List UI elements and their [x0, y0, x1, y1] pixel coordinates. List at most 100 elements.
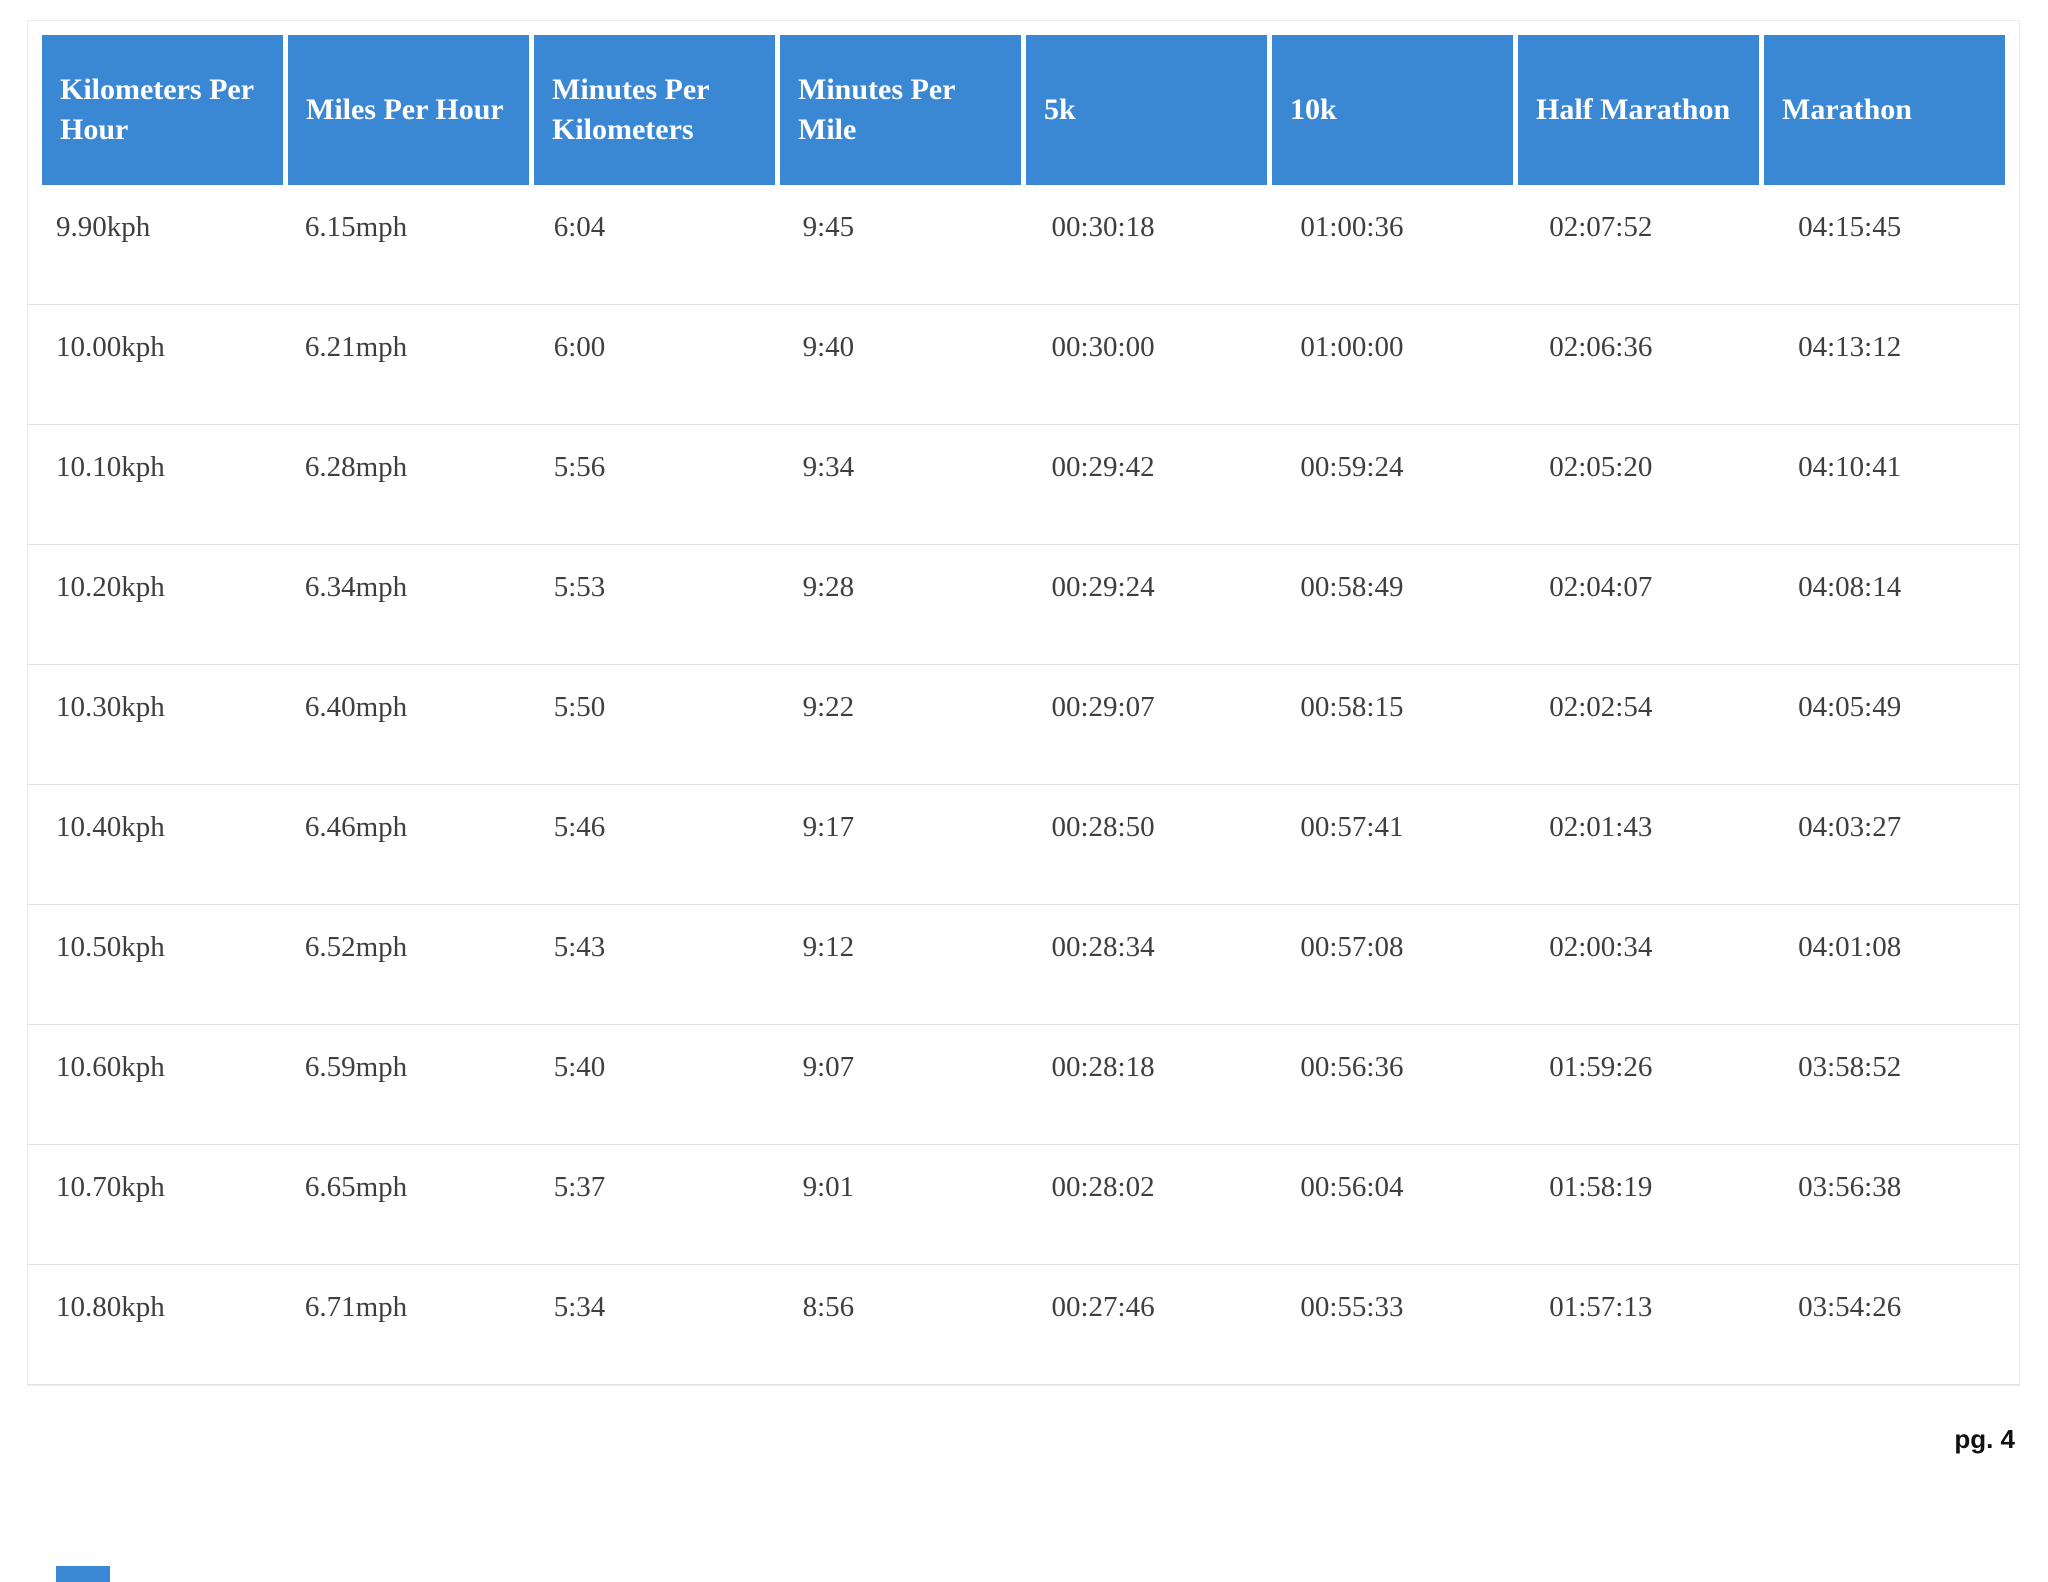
table-cell: 10.30kph [56, 691, 165, 723]
table-cell: 6.52mph [304, 931, 408, 963]
table-cell: 9.90kph [56, 211, 151, 243]
table-cell: 9:22 [802, 691, 855, 723]
table-cell: 5:40 [553, 1051, 606, 1083]
table-cell: 02:01:43 [1549, 811, 1653, 843]
table-cell: 10.40kph [56, 811, 165, 843]
table-cell: 10.50kph [56, 931, 165, 963]
table-cell: 6.21mph [304, 331, 408, 363]
table-cell: 01:58:19 [1549, 1171, 1653, 1203]
table-cell: 01:00:36 [1300, 211, 1404, 243]
table-cell: 00:57:41 [1300, 811, 1404, 843]
table-cell: 04:01:08 [1798, 931, 1902, 963]
table-cell: 02:00:34 [1549, 931, 1653, 963]
column-header-10k: 10k [1272, 35, 1513, 185]
table-cell: 6:04 [553, 211, 606, 243]
table-cell: 02:04:07 [1549, 571, 1653, 603]
table-row: 10.80kph 6.71mph 5:34 8:56 00:27:46 00:55:33 0… [28, 1265, 2019, 1385]
table-cell: 00:28:50 [1051, 811, 1155, 843]
table-cell: 02:06:36 [1549, 331, 1653, 363]
table-cell: 9:28 [802, 571, 855, 603]
table-cell: 00:56:36 [1300, 1051, 1404, 1083]
table-cell: 5:43 [553, 931, 606, 963]
table-cell: 6.59mph [304, 1051, 408, 1083]
table-cell: 02:02:54 [1549, 691, 1653, 723]
table-cell: 5:34 [553, 1291, 606, 1323]
pace-conversion-table: Kilometers Per Hour Miles Per Hour Minutes… [27, 20, 2020, 1386]
table-cell: 10.00kph [56, 331, 165, 363]
table-cell: 00:55:33 [1300, 1291, 1404, 1323]
table-cell: 04:03:27 [1798, 811, 1902, 843]
table-cell: 9:07 [802, 1051, 855, 1083]
table-cell: 04:15:45 [1798, 211, 1902, 243]
column-header-min-per-mile: Minutes Per Mile [780, 35, 1021, 185]
table-cell: 6.46mph [304, 811, 408, 843]
table-cell: 10.10kph [56, 451, 165, 483]
table-row: 10.40kph 6.46mph 5:46 9:17 00:28:50 00:57:41 0… [28, 785, 2019, 905]
table-cell: 6.40mph [304, 691, 408, 723]
table-cell: 00:29:42 [1051, 451, 1155, 483]
table-cell: 04:05:49 [1798, 691, 1902, 723]
column-header-5k: 5k [1026, 35, 1267, 185]
table-cell: 6.15mph [304, 211, 408, 243]
next-page-table-fragment [56, 1566, 110, 1582]
table-cell: 9:12 [802, 931, 855, 963]
page-number: pg. 4 [1954, 1424, 2015, 1454]
table-cell: 00:30:18 [1051, 211, 1155, 243]
table-cell: 00:29:07 [1051, 691, 1155, 723]
table-cell: 00:28:18 [1051, 1051, 1155, 1083]
table-cell: 02:05:20 [1549, 451, 1653, 483]
table-cell: 00:28:02 [1051, 1171, 1155, 1203]
table-cell: 00:59:24 [1300, 451, 1404, 483]
table-cell: 00:28:34 [1051, 931, 1155, 963]
table-cell: 03:58:52 [1798, 1051, 1902, 1083]
column-header-half-marathon: Half Marathon [1518, 35, 1759, 185]
table-cell: 5:37 [553, 1171, 606, 1203]
table-body: 9.90kph 6.15mph 6:04 9:45 00:30:18 01:00:36 02… [28, 185, 2019, 1385]
table-row: 10.70kph 6.65mph 5:37 9:01 00:28:02 00:56:04 0… [28, 1145, 2019, 1265]
table-row: 10.00kph 6.21mph 6:00 9:40 00:30:00 01:00:00 0… [28, 305, 2019, 425]
table-row: 10.50kph 6.52mph 5:43 9:12 00:28:34 00:57:08 0… [28, 905, 2019, 1025]
table-cell: 9:01 [802, 1171, 855, 1203]
table-cell: 00:58:49 [1300, 571, 1404, 603]
table-cell: 9:40 [802, 331, 855, 363]
table-cell: 6.65mph [304, 1171, 408, 1203]
table-cell: 5:46 [553, 811, 606, 843]
table-row: 10.10kph 6.28mph 5:56 9:34 00:29:42 00:59:24 0… [28, 425, 2019, 545]
table-cell: 03:54:26 [1798, 1291, 1902, 1323]
table-cell: 01:59:26 [1549, 1051, 1653, 1083]
table-row: 10.30kph 6.40mph 5:50 9:22 00:29:07 00:58:15 0… [28, 665, 2019, 785]
table-cell: 04:10:41 [1798, 451, 1902, 483]
table-cell: 9:34 [802, 451, 855, 483]
column-header-mph: Miles Per Hour [288, 35, 529, 185]
table-cell: 03:56:38 [1798, 1171, 1902, 1203]
table-row: 10.20kph 6.34mph 5:53 9:28 00:29:24 00:58:49 0… [28, 545, 2019, 665]
table-header-row: Kilometers Per Hour Miles Per Hour Minutes… [28, 21, 2019, 185]
table-cell: 00:57:08 [1300, 931, 1404, 963]
table-cell: 6.28mph [304, 451, 408, 483]
table-cell: 01:57:13 [1549, 1291, 1653, 1323]
table-cell: 02:07:52 [1549, 211, 1653, 243]
table-row: 9.90kph 6.15mph 6:04 9:45 00:30:18 01:00:36 02… [28, 185, 2019, 305]
table-cell: 04:08:14 [1798, 571, 1902, 603]
table-row: 10.60kph 6.59mph 5:40 9:07 00:28:18 00:56:36 0… [28, 1025, 2019, 1145]
table-cell: 6.71mph [304, 1291, 408, 1323]
column-header-kph: Kilometers Per Hour [42, 35, 283, 185]
table-cell: 00:56:04 [1300, 1171, 1404, 1203]
table-cell: 6:00 [553, 331, 606, 363]
table-cell: 00:58:15 [1300, 691, 1404, 723]
table-cell: 8:56 [802, 1291, 855, 1323]
table-cell: 01:00:00 [1300, 331, 1404, 363]
table-cell: 00:30:00 [1051, 331, 1155, 363]
column-header-marathon: Marathon [1764, 35, 2005, 185]
table-cell: 5:53 [553, 571, 606, 603]
table-cell: 10.80kph [56, 1291, 165, 1323]
table-cell: 04:13:12 [1798, 331, 1902, 363]
table-cell: 6.34mph [304, 571, 408, 603]
table-cell: 10.70kph [56, 1171, 165, 1203]
table-cell: 9:45 [802, 211, 855, 243]
table-cell: 9:17 [802, 811, 855, 843]
table-cell: 5:50 [553, 691, 606, 723]
table-cell: 5:56 [553, 451, 606, 483]
table-cell: 10.60kph [56, 1051, 165, 1083]
table-cell: 00:29:24 [1051, 571, 1155, 603]
